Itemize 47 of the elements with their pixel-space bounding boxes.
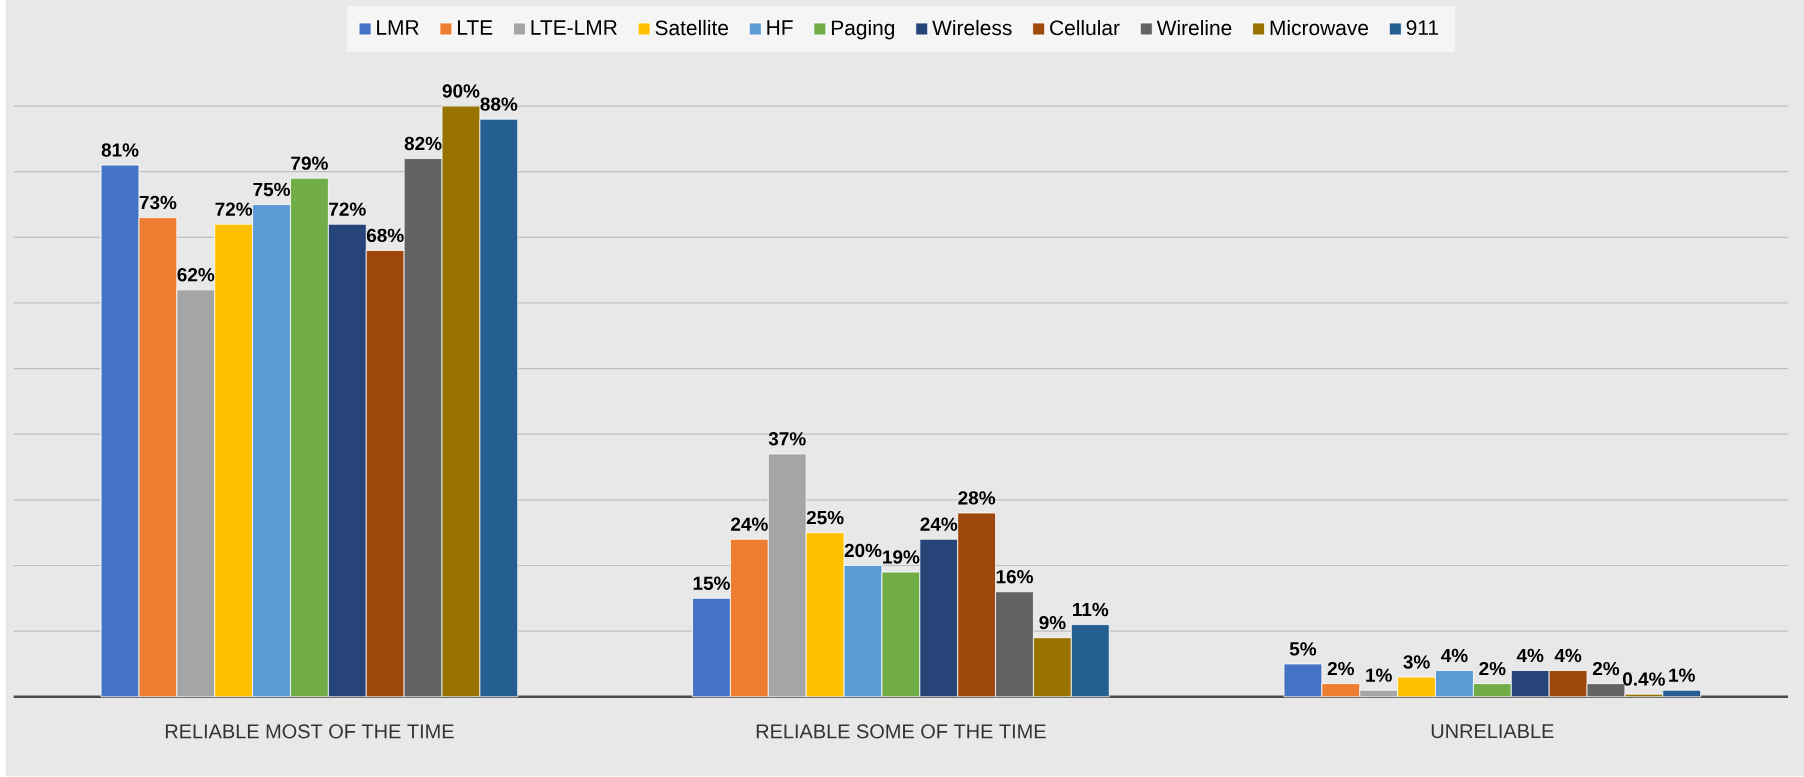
data-label: 28% xyxy=(958,491,996,505)
data-label: 24% xyxy=(920,517,958,532)
data-label: 75% xyxy=(253,182,290,197)
data-label: 3% xyxy=(1403,655,1430,669)
data-label: 25% xyxy=(806,511,844,525)
data-label: 1% xyxy=(1669,668,1695,683)
data-label: 79% xyxy=(291,156,328,171)
data-label: 2% xyxy=(1479,662,1506,676)
data-label: 4% xyxy=(1441,649,1468,663)
legend-label: Satellite xyxy=(655,20,729,36)
legend-label: 911 xyxy=(1406,20,1439,36)
data-label: 16% xyxy=(996,570,1033,584)
data-label: 81% xyxy=(101,143,139,157)
legend-label: Wireline xyxy=(1156,20,1232,36)
data-label: 5% xyxy=(1289,642,1317,656)
data-label: 4% xyxy=(1554,649,1582,663)
data-label: 24% xyxy=(731,517,768,532)
data-label: 11% xyxy=(1073,603,1109,617)
data-label: 15% xyxy=(693,576,730,591)
data-label: 2% xyxy=(1592,662,1620,676)
data-label: 68% xyxy=(366,228,404,243)
legend-label: LTE-LMR xyxy=(531,20,617,35)
data-label: 90% xyxy=(442,84,480,98)
legend-label: HF xyxy=(767,20,793,35)
x-tick-label: UNRELIABLE xyxy=(1431,724,1554,739)
legend-label: LTE xyxy=(458,20,493,35)
legend-label: Paging xyxy=(831,20,895,40)
data-label: 19% xyxy=(883,550,920,564)
data-label: 0.4% xyxy=(1623,672,1665,687)
data-label: 82% xyxy=(404,137,442,151)
data-label: 72% xyxy=(329,202,366,217)
legend-label: Cellular xyxy=(1050,20,1120,36)
data-label: 73% xyxy=(139,196,177,210)
legend-label: Microwave xyxy=(1270,20,1369,36)
data-label: 88% xyxy=(480,97,518,112)
data-label: 1% xyxy=(1366,668,1392,683)
x-tick-label: RELIABLE MOST OF THE TIME xyxy=(165,724,454,739)
data-label: 72% xyxy=(215,202,253,217)
data-label: 4% xyxy=(1516,649,1544,663)
data-label: 62% xyxy=(177,268,215,282)
data-label: 2% xyxy=(1327,662,1355,676)
x-tick-label: RELIABLE SOME OF THE TIME xyxy=(756,724,1046,739)
data-label: 20% xyxy=(844,543,882,558)
legend-label: Wireless xyxy=(932,20,1012,36)
legend-label: LMR xyxy=(377,20,419,35)
data-label: 37% xyxy=(768,432,806,446)
data-label: 9% xyxy=(1039,616,1066,630)
